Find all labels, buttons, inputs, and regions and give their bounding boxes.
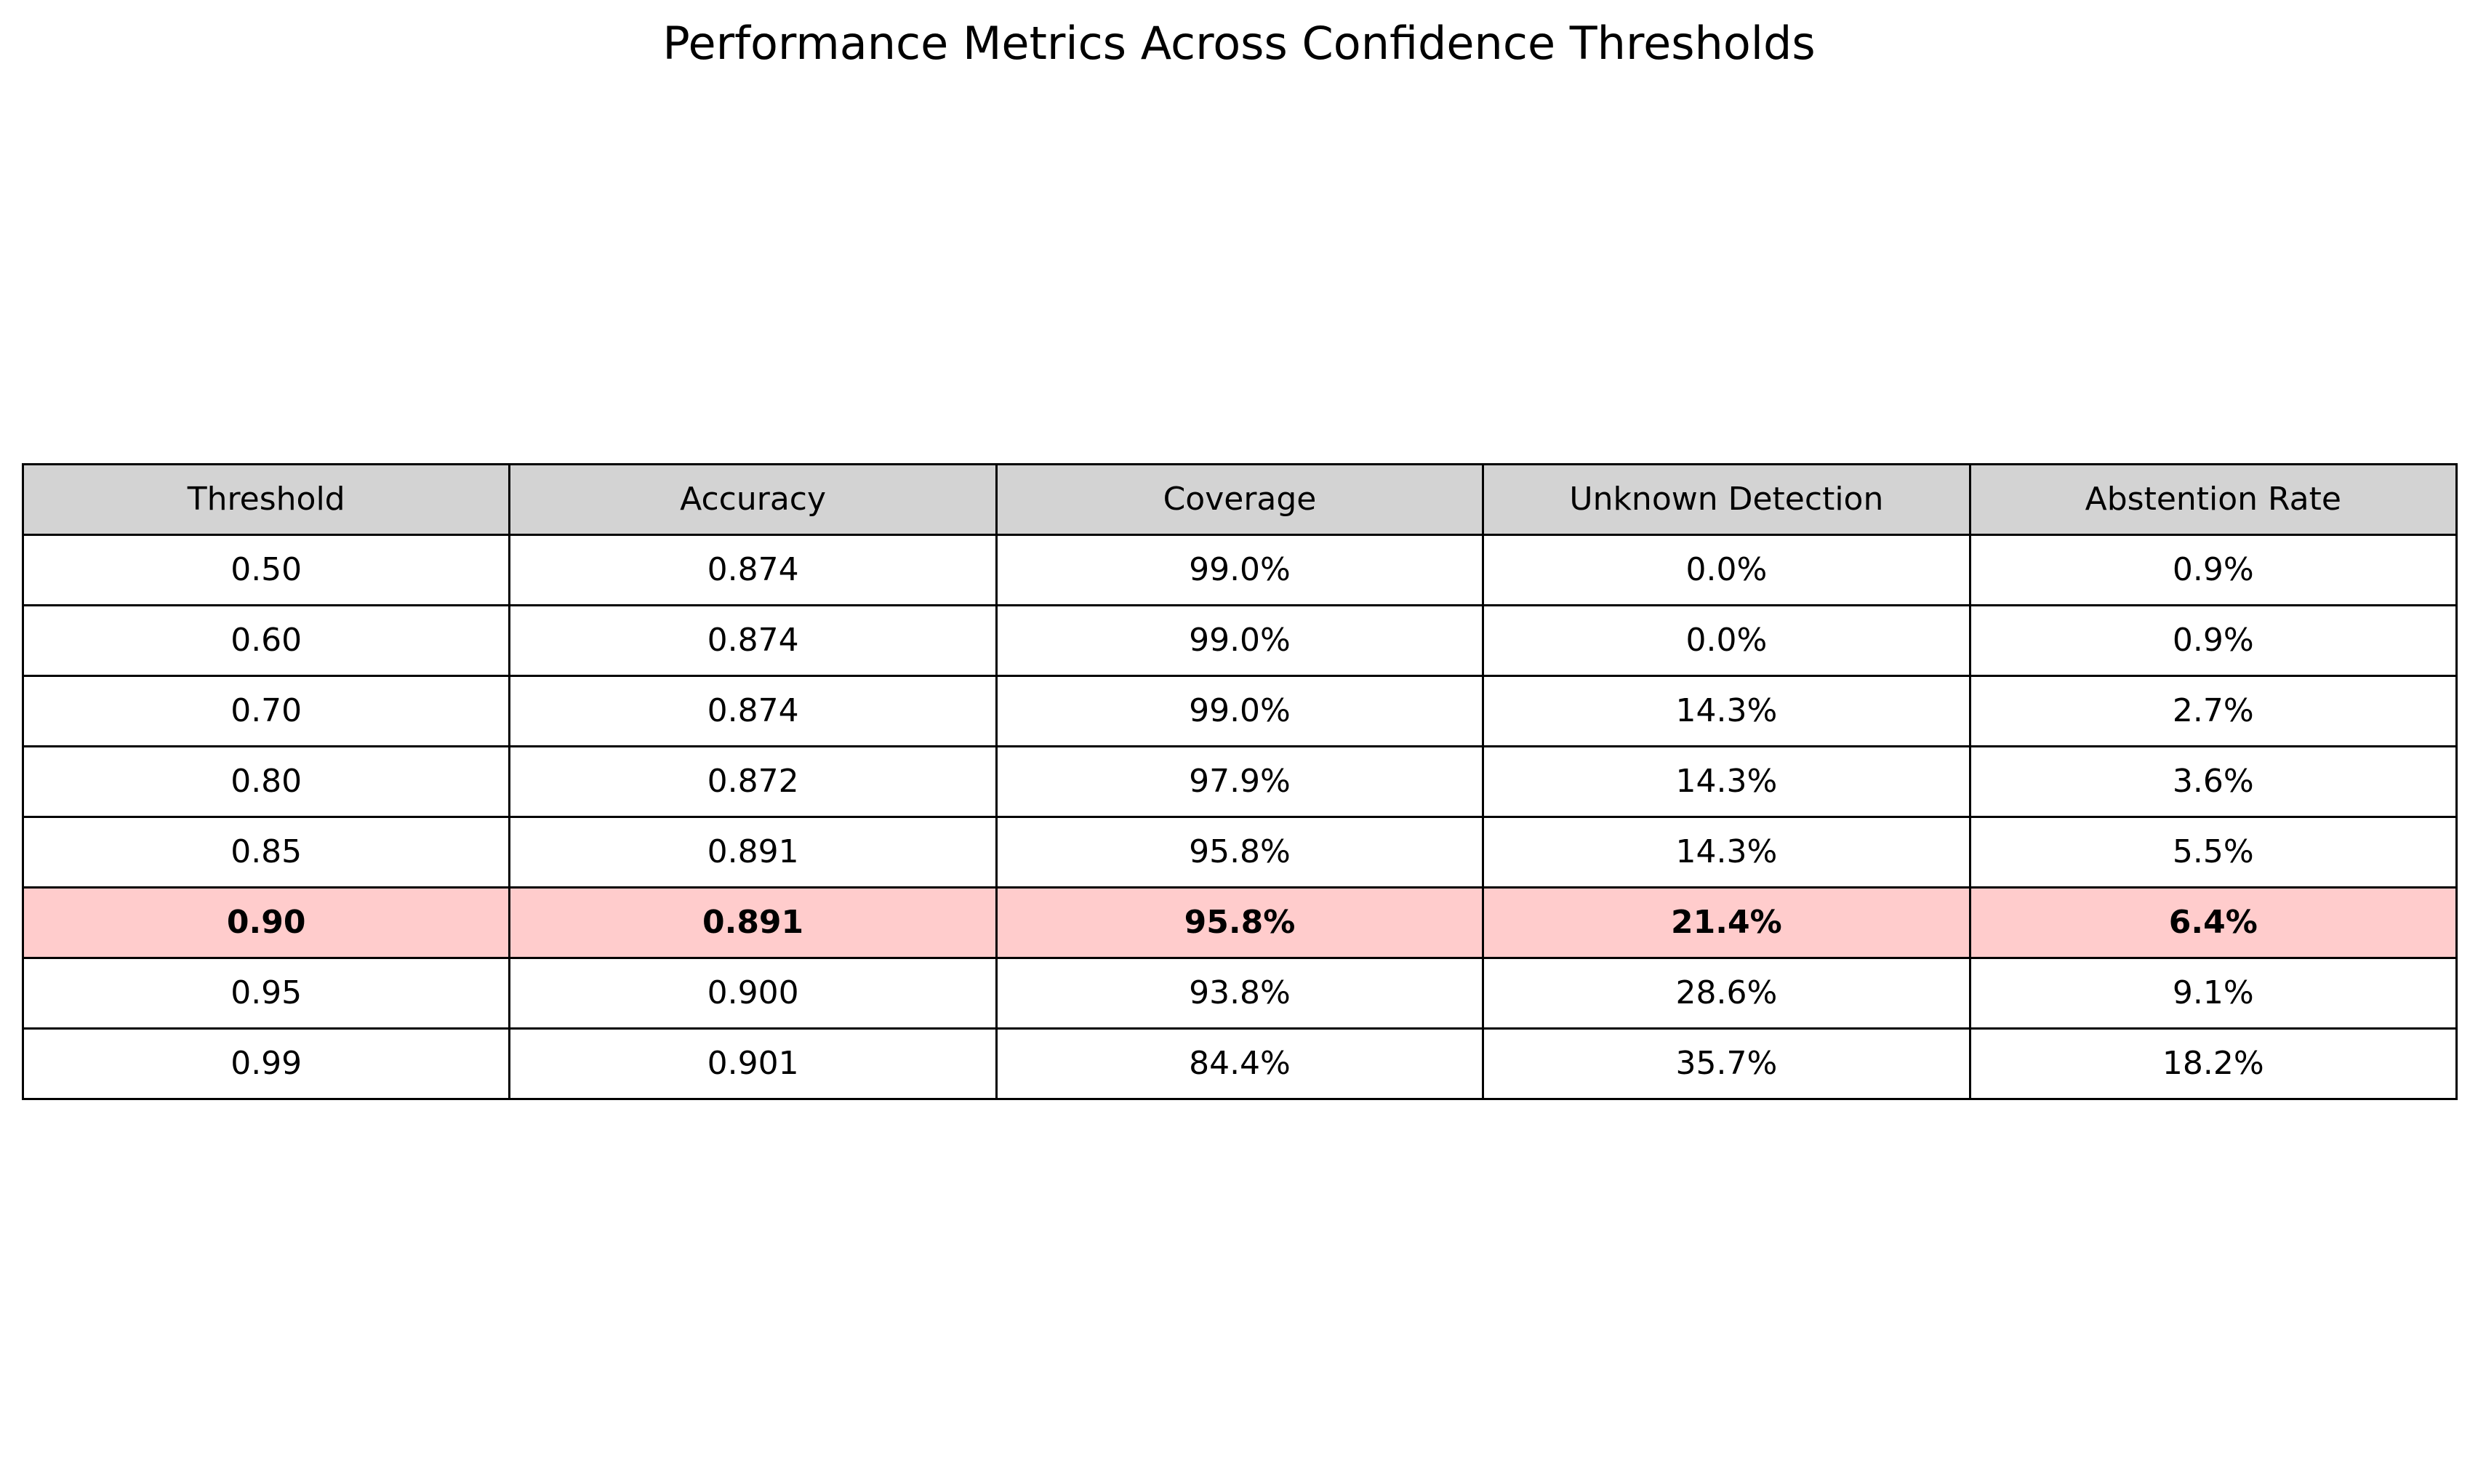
cell-coverage: 99.0% [995,675,1485,747]
column-header-threshold: Threshold [21,463,511,536]
table-row: 0.80 0.872 97.9% 14.3% 3.6% [21,745,2458,818]
cell-unknown-detection: 21.4% [1482,886,1971,959]
cell-abstention-rate: 0.9% [1968,534,2458,606]
cell-coverage: 99.0% [995,604,1485,677]
cell-abstention-rate: 2.7% [1968,675,2458,747]
cell-threshold: 0.99 [21,1027,511,1100]
cell-unknown-detection: 28.6% [1482,957,1971,1030]
cell-unknown-detection: 0.0% [1482,534,1971,606]
table-row: 0.50 0.874 99.0% 0.0% 0.9% [21,534,2458,606]
cell-threshold: 0.60 [21,604,511,677]
cell-accuracy: 0.891 [508,816,998,889]
cell-abstention-rate: 3.6% [1968,745,2458,818]
cell-threshold: 0.80 [21,745,511,818]
cell-coverage: 93.8% [995,957,1485,1030]
metrics-table: Threshold Accuracy Coverage Unknown Dete… [21,463,2458,1100]
column-header-accuracy: Accuracy [508,463,998,536]
cell-threshold: 0.95 [21,957,511,1030]
cell-accuracy: 0.874 [508,675,998,747]
cell-coverage: 99.0% [995,534,1485,606]
cell-abstention-rate: 9.1% [1968,957,2458,1030]
metrics-table-container: Threshold Accuracy Coverage Unknown Dete… [21,463,2458,1100]
table-row: 0.70 0.874 99.0% 14.3% 2.7% [21,675,2458,747]
cell-coverage: 84.4% [995,1027,1485,1100]
cell-accuracy: 0.900 [508,957,998,1030]
cell-threshold: 0.90 [21,886,511,959]
cell-coverage: 95.8% [995,886,1485,959]
table-row-highlighted: 0.90 0.891 95.8% 21.4% 6.4% [21,886,2458,959]
cell-accuracy: 0.874 [508,534,998,606]
column-header-abstention-rate: Abstention Rate [1968,463,2458,536]
column-header-unknown-detection: Unknown Detection [1482,463,1971,536]
cell-unknown-detection: 14.3% [1482,675,1971,747]
table-row: 0.60 0.874 99.0% 0.0% 0.9% [21,604,2458,677]
cell-unknown-detection: 14.3% [1482,745,1971,818]
table-row: 0.95 0.900 93.8% 28.6% 9.1% [21,957,2458,1030]
cell-abstention-rate: 5.5% [1968,816,2458,889]
cell-accuracy: 0.901 [508,1027,998,1100]
cell-accuracy: 0.872 [508,745,998,818]
chart-title: Performance Metrics Across Confidence Th… [662,17,1816,70]
cell-abstention-rate: 0.9% [1968,604,2458,677]
cell-unknown-detection: 35.7% [1482,1027,1971,1100]
cell-threshold: 0.85 [21,816,511,889]
table-row: 0.85 0.891 95.8% 14.3% 5.5% [21,816,2458,889]
cell-coverage: 95.8% [995,816,1485,889]
cell-abstention-rate: 6.4% [1968,886,2458,959]
cell-threshold: 0.50 [21,534,511,606]
cell-coverage: 97.9% [995,745,1485,818]
cell-unknown-detection: 0.0% [1482,604,1971,677]
table-header-row: Threshold Accuracy Coverage Unknown Dete… [21,463,2458,536]
cell-accuracy: 0.874 [508,604,998,677]
column-header-coverage: Coverage [995,463,1485,536]
cell-abstention-rate: 18.2% [1968,1027,2458,1100]
cell-threshold: 0.70 [21,675,511,747]
cell-accuracy: 0.891 [508,886,998,959]
cell-unknown-detection: 14.3% [1482,816,1971,889]
table-row: 0.99 0.901 84.4% 35.7% 18.2% [21,1027,2458,1100]
